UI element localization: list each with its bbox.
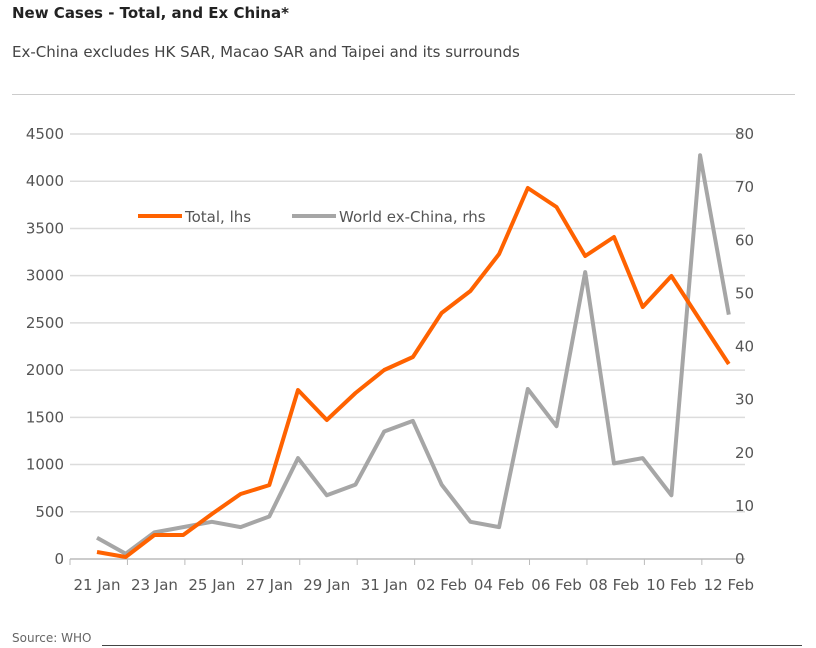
x-tick-label: 23 Jan: [131, 576, 178, 594]
y-left-tick-label: 4500: [26, 125, 64, 143]
x-tick-label: 29 Jan: [303, 576, 350, 594]
legend-label: Total, lhs: [184, 208, 251, 226]
x-tick-label: 08 Feb: [589, 576, 639, 594]
y-left-tick-label: 1500: [26, 408, 64, 426]
x-tick-label: 02 Feb: [416, 576, 466, 594]
y-right-tick-label: 40: [735, 338, 754, 356]
x-tick-label: 12 Feb: [704, 576, 754, 594]
series-line-total: [96, 186, 731, 559]
y-right-tick-label: 20: [735, 444, 754, 462]
x-tick-label: 04 Feb: [474, 576, 524, 594]
y-left-tick-label: 2000: [26, 361, 64, 379]
x-tick-label: 27 Jan: [246, 576, 293, 594]
legend-label: World ex-China, rhs: [339, 208, 486, 226]
x-tick-label: 25 Jan: [188, 576, 235, 594]
y-right-tick-label: 80: [735, 125, 754, 143]
y-right-tick-label: 0: [735, 550, 745, 568]
y-left-tick-label: 4000: [26, 172, 64, 190]
x-tick-label: 21 Jan: [74, 576, 121, 594]
y-left-tick-label: 0: [54, 550, 64, 568]
y-left-tick-label: 1000: [26, 456, 64, 474]
x-tick-label: 10 Feb: [646, 576, 696, 594]
source-note: Source: WHO: [12, 631, 92, 645]
y-left-tick-label: 3500: [26, 219, 64, 237]
y-right-tick-label: 30: [735, 391, 754, 409]
divider: [102, 645, 802, 646]
y-right-tick-label: 50: [735, 284, 754, 302]
chart-title: New Cases - Total, and Ex China*: [12, 4, 289, 22]
x-tick-label: 31 Jan: [361, 576, 408, 594]
y-right-tick-label: 10: [735, 497, 754, 515]
y-left-tick-label: 500: [35, 503, 64, 521]
divider: [12, 94, 795, 95]
y-left-tick-label: 3000: [26, 267, 64, 285]
y-right-tick-label: 70: [735, 178, 754, 196]
y-left-tick-label: 2500: [26, 314, 64, 332]
y-right-tick-label: 60: [735, 231, 754, 249]
chart-subtitle: Ex-China excludes HK SAR, Macao SAR and …: [12, 43, 520, 61]
x-tick-label: 06 Feb: [531, 576, 581, 594]
